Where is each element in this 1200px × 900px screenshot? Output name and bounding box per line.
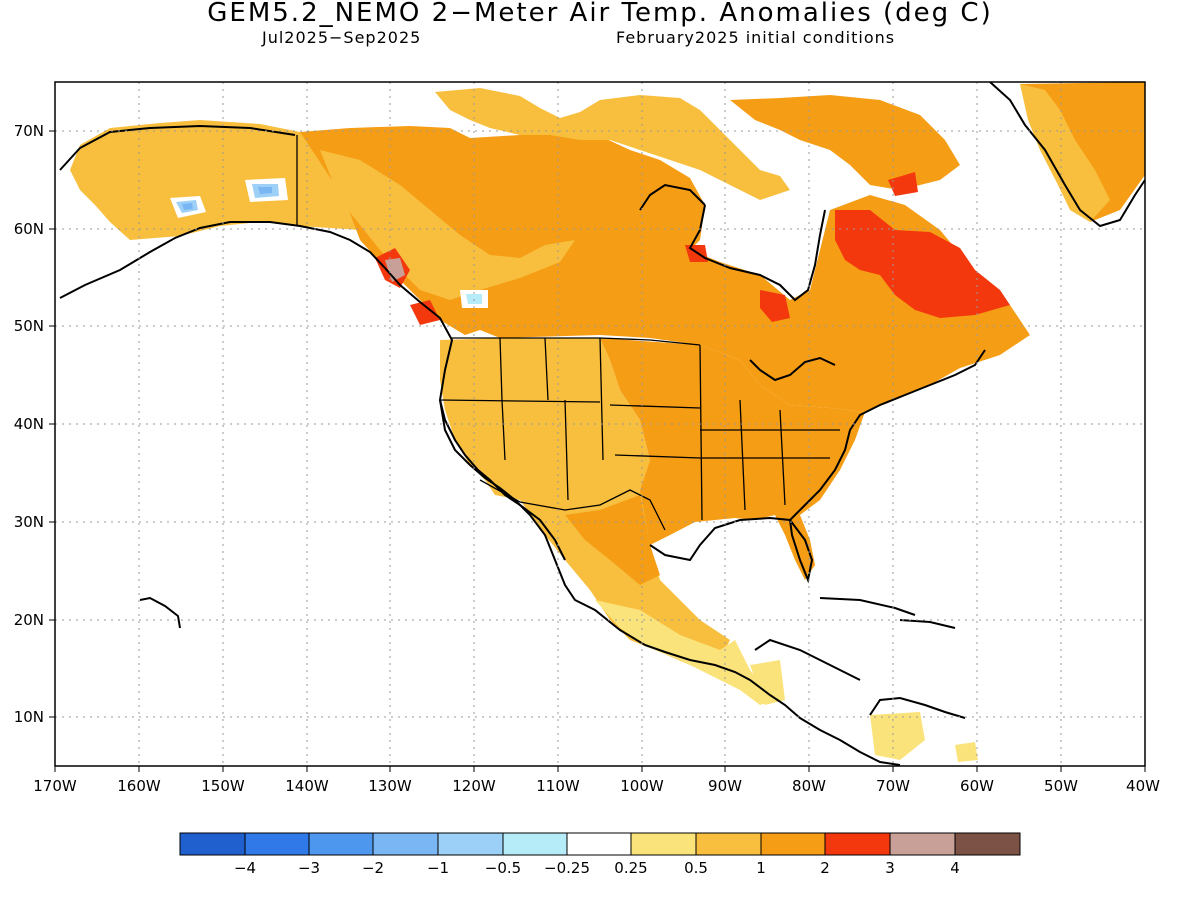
- colorbar-swatch: [502, 832, 568, 856]
- colorbar-swatch: [954, 832, 1021, 856]
- colorbar-label: −0.25: [544, 859, 590, 877]
- land-anomaly-fill: [70, 82, 1145, 762]
- lon-label: 80W: [792, 777, 826, 795]
- colorbar-label: 0.5: [684, 859, 708, 877]
- lat-label: 20N: [14, 611, 44, 629]
- colorbar-label: 0.25: [614, 859, 647, 877]
- lat-axis-ticks: [49, 130, 55, 718]
- colorbar-swatch: [372, 832, 439, 856]
- colorbar-swatch: [179, 832, 246, 856]
- colorbar-swatch: [889, 832, 956, 856]
- gridlines: [55, 82, 1145, 766]
- lon-label: 150W: [201, 777, 245, 795]
- lat-label: 50N: [14, 317, 44, 335]
- lon-label: 170W: [33, 777, 77, 795]
- lat-label: 40N: [14, 415, 44, 433]
- colorbar-label: −2: [362, 859, 384, 877]
- colorbar-swatch: [437, 832, 504, 856]
- map-title: GEM5.2_NEMO 2−Meter Air Temp. Anomalies …: [207, 0, 993, 28]
- colorbar-swatch: [695, 832, 762, 856]
- colorbar-swatch: [308, 832, 374, 856]
- lat-label: 30N: [14, 513, 44, 531]
- colorbar: [179, 832, 1021, 856]
- lon-axis-labels: 170W 160W 150W 140W 130W 120W 110W 100W …: [33, 777, 1160, 795]
- colorbar-label: −4: [234, 859, 256, 877]
- colorbar-label: −0.5: [485, 859, 521, 877]
- colorbar-label: 4: [950, 859, 960, 877]
- colorbar-swatch: [566, 832, 632, 856]
- lon-label: 140W: [285, 777, 329, 795]
- initial-conditions-subtitle: February2025 initial conditions: [616, 28, 896, 47]
- lon-label: 120W: [452, 777, 496, 795]
- lon-label: 130W: [368, 777, 412, 795]
- lat-label: 60N: [14, 220, 44, 238]
- lon-label: 100W: [620, 777, 664, 795]
- colorbar-label: 2: [820, 859, 830, 877]
- colorbar-label: 1: [756, 859, 766, 877]
- lat-label: 70N: [14, 122, 44, 140]
- colorbar-label: 3: [885, 859, 895, 877]
- lon-axis-ticks: [54, 766, 1146, 772]
- lat-label: 10N: [14, 708, 44, 726]
- colorbar-swatch: [244, 832, 310, 856]
- colorbar-label: −3: [298, 859, 320, 877]
- lon-label: 90W: [708, 777, 742, 795]
- lon-label: 60W: [960, 777, 994, 795]
- coastlines: [59, 82, 1145, 766]
- colorbar-swatch: [760, 832, 826, 856]
- colorbar-labels: −4 −3 −2 −1 −0.5 −0.25 0.25 0.5 1 2 3 4: [234, 859, 960, 877]
- period-subtitle: Jul2025−Sep2025: [262, 28, 422, 47]
- lon-label: 160W: [117, 777, 161, 795]
- lon-label: 70W: [876, 777, 910, 795]
- colorbar-swatch: [824, 832, 891, 856]
- colorbar-swatch: [630, 832, 697, 856]
- lon-label: 50W: [1044, 777, 1078, 795]
- lon-label: 40W: [1126, 777, 1160, 795]
- lat-axis-labels: 70N 60N 50N 40N 30N 20N 10N: [14, 122, 44, 726]
- political-borders: [296, 135, 840, 531]
- colorbar-label: −1: [427, 859, 449, 877]
- lon-label: 110W: [536, 777, 580, 795]
